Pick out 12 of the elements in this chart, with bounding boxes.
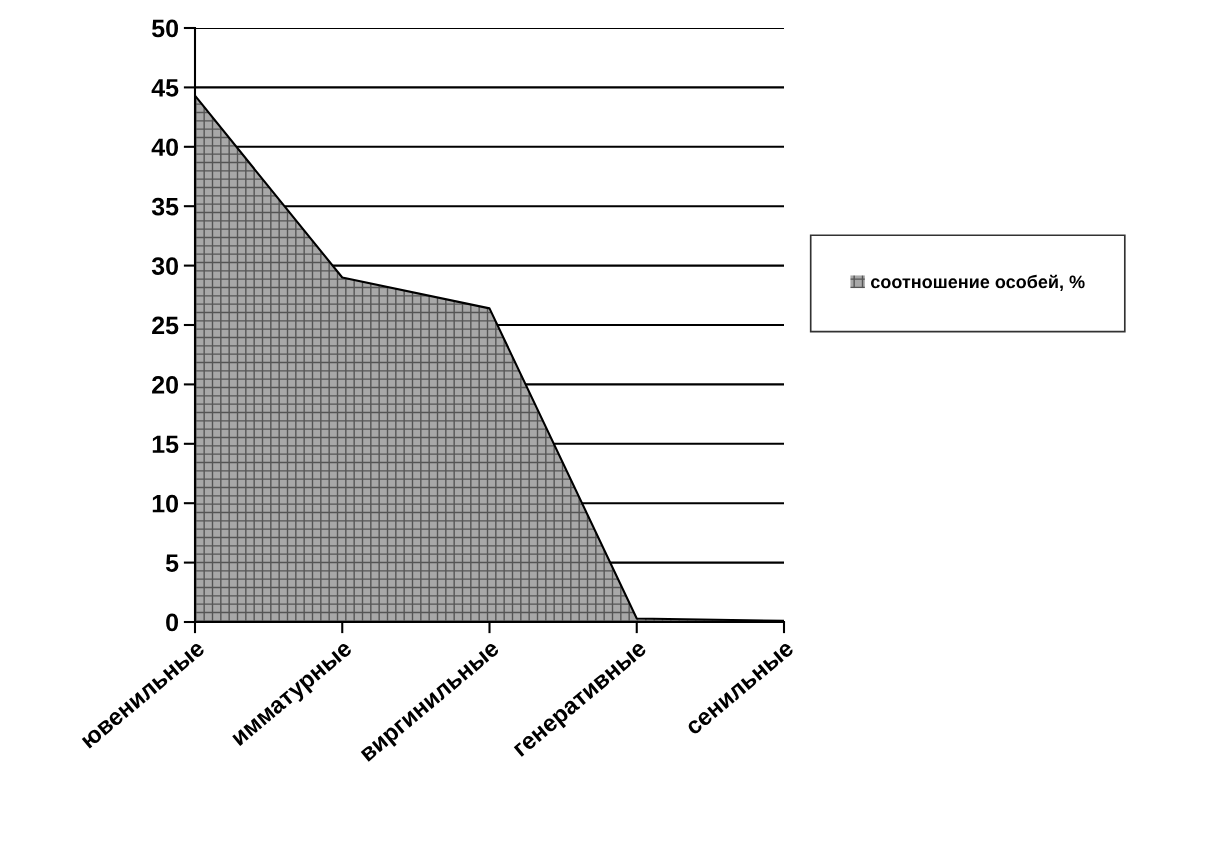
y-tick-label: 20 (152, 376, 179, 394)
y-tick-label: 10 (152, 494, 179, 513)
y-tick-label: 50 (151, 19, 179, 38)
y-tick-label: 35 (151, 197, 179, 216)
y-tick-label: 5 (165, 554, 179, 572)
y-tick-label: 25 (152, 316, 179, 335)
y-tick-label: 45 (151, 79, 179, 97)
y-tick-label: 40 (151, 138, 179, 157)
y-tick-label: 30 (151, 257, 179, 275)
legend-label: соотношение особей, % (870, 274, 1085, 291)
y-tick-label: 0 (166, 613, 178, 632)
y-tick-label: 15 (152, 435, 179, 454)
